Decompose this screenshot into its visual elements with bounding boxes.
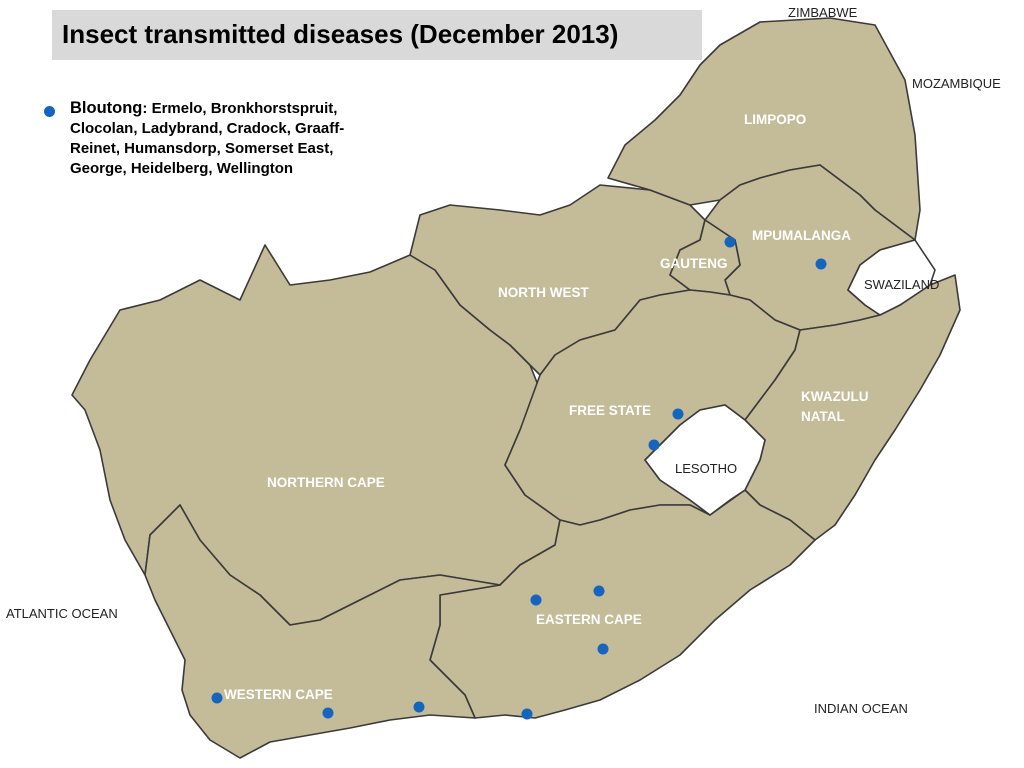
label-limpopo: LIMPOPO bbox=[744, 112, 806, 127]
label-mozambique: MOZAMBIQUE bbox=[912, 76, 1001, 91]
marker-somerset-east[interactable] bbox=[597, 643, 609, 655]
marker-graaff-reinet[interactable] bbox=[530, 594, 542, 606]
label-indian-ocean: INDIAN OCEAN bbox=[814, 701, 908, 716]
label-natal: NATAL bbox=[801, 409, 845, 424]
label-lesotho: LESOTHO bbox=[675, 461, 737, 476]
marker-heidelberg[interactable] bbox=[322, 707, 334, 719]
label-atlantic-ocean: ATLANTIC OCEAN bbox=[6, 606, 118, 621]
label-north-west: NORTH WEST bbox=[498, 285, 589, 300]
label-mpumalanga: MPUMALANGA bbox=[752, 228, 851, 243]
marker-clocolan[interactable] bbox=[648, 439, 660, 451]
marker-wellington[interactable] bbox=[211, 692, 223, 704]
label-zimbabwe: ZIMBABWE bbox=[788, 5, 858, 20]
marker-cradock[interactable] bbox=[593, 585, 605, 597]
page-title: Insect transmitted diseases (December 20… bbox=[62, 19, 619, 49]
province-gauteng[interactable] bbox=[669, 219, 741, 296]
lesotho-shape bbox=[643, 404, 766, 516]
outbreak-markers bbox=[211, 236, 827, 720]
title-box: Insect transmitted diseases (December 20… bbox=[52, 10, 702, 60]
marker-humansdorp[interactable] bbox=[521, 708, 533, 720]
legend-disease-name: Bloutong bbox=[70, 99, 143, 117]
label-swaziland: SWAZILAND bbox=[864, 277, 939, 292]
label-free-state: FREE STATE bbox=[569, 403, 651, 418]
marker-ermelo[interactable] bbox=[815, 258, 827, 270]
marker-george[interactable] bbox=[413, 701, 425, 713]
swaziland-shape bbox=[847, 239, 936, 316]
province-western-cape[interactable] bbox=[144, 504, 501, 759]
label-kwazulu: KWAZULU bbox=[801, 389, 869, 404]
legend-marker-icon bbox=[44, 106, 55, 117]
label-eastern-cape: EASTERN CAPE bbox=[536, 612, 642, 627]
legend: Bloutong: Ermelo, Bronkhorstspruit, Cloc… bbox=[44, 98, 394, 179]
legend-text: Bloutong: Ermelo, Bronkhorstspruit, Cloc… bbox=[70, 98, 394, 179]
legend-separator: : bbox=[142, 100, 148, 117]
label-northern-cape: NORTHERN CAPE bbox=[267, 475, 385, 490]
legend-towns: Ermelo, Bronkhorstspruit, Clocolan, Lady… bbox=[70, 100, 345, 177]
label-gauteng: GAUTENG bbox=[660, 256, 728, 271]
label-western-cape: WESTERN CAPE bbox=[224, 687, 333, 702]
marker-ladybrand[interactable] bbox=[672, 408, 684, 420]
marker-bronkhorstspruit[interactable] bbox=[724, 236, 736, 248]
